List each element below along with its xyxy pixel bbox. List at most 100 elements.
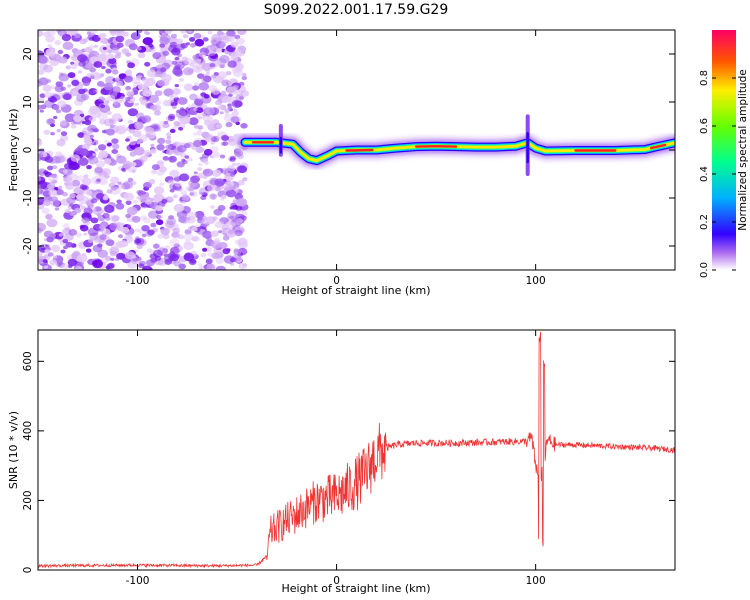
- noise-blob: [237, 165, 248, 174]
- noise-blob: [99, 52, 108, 59]
- spectrogram-ytick-label: -20: [22, 237, 34, 254]
- noise-blob: [120, 226, 130, 234]
- noise-blob: [242, 73, 247, 77]
- noise-blob: [116, 92, 125, 99]
- noise-blob: [79, 113, 85, 118]
- noise-blob: [153, 243, 160, 249]
- noise-blob: [78, 61, 86, 67]
- noise-blob: [203, 75, 212, 83]
- noise-blob: [79, 148, 89, 156]
- noise-blob: [165, 149, 174, 156]
- noise-blob: [211, 169, 222, 177]
- noise-blob: [58, 73, 70, 82]
- noise-blob: [173, 203, 185, 213]
- noise-blob: [87, 156, 99, 165]
- noise-blob: [127, 62, 135, 69]
- noise-blob: [215, 257, 224, 264]
- noise-blob: [234, 49, 245, 57]
- noise-blob: [69, 193, 76, 199]
- noise-blob: [172, 125, 178, 130]
- noise-blob: [105, 265, 111, 270]
- noise-blob: [148, 179, 156, 185]
- noise-blob: [66, 196, 76, 204]
- noise-blob: [155, 100, 162, 105]
- colorbar: 0.0 0.2 0.4 0.6 0.8 Normalized spectral ampl…: [699, 30, 749, 278]
- noise-blob: [220, 134, 229, 141]
- noise-blob: [234, 256, 243, 264]
- noise-blob: [109, 124, 115, 129]
- noise-blob: [38, 69, 45, 75]
- noise-blob: [211, 252, 220, 259]
- noise-blob: [197, 172, 205, 178]
- noise-blob: [127, 119, 133, 124]
- noise-blob: [155, 205, 164, 212]
- noise-blob: [57, 49, 64, 55]
- noise-blob: [171, 60, 178, 65]
- noise-blob: [129, 93, 134, 97]
- noise-blob: [184, 239, 191, 245]
- noise-blob: [192, 85, 200, 91]
- noise-blob: [207, 30, 213, 35]
- noise-blob: [76, 254, 88, 263]
- noise-blob: [127, 108, 139, 117]
- noise-blob: [63, 93, 72, 100]
- noise-blob: [38, 55, 48, 64]
- noise-blob: [201, 62, 212, 71]
- noise-blob: [111, 138, 119, 144]
- noise-blob: [61, 263, 69, 270]
- noise-blob: [50, 132, 55, 136]
- noise-blob: [198, 82, 210, 91]
- spectrogram-ytick-label: 20: [22, 47, 34, 60]
- noise-blob: [136, 141, 141, 145]
- noise-blob: [213, 238, 221, 244]
- noise-blob: [54, 207, 60, 211]
- noise-blob: [47, 252, 54, 257]
- noise-blob: [168, 155, 177, 163]
- colorbar-ticks: 0.0 0.2 0.4 0.6 0.8: [699, 70, 736, 278]
- noise-blob: [113, 100, 119, 105]
- noise-blob: [219, 154, 226, 159]
- noise-blob: [54, 40, 62, 46]
- noise-blob: [194, 210, 205, 219]
- noise-blob: [134, 228, 141, 233]
- noise-blob: [38, 180, 48, 190]
- noise-blob: [43, 170, 49, 175]
- noise-blob: [59, 120, 68, 127]
- noise-blob: [116, 42, 124, 48]
- noise-blob: [207, 252, 214, 257]
- noise-blob: [103, 158, 112, 165]
- noise-blob: [105, 216, 111, 221]
- noise-blob: [100, 257, 109, 264]
- noise-blob: [144, 183, 151, 189]
- spectrogram-xtick-label: 0: [333, 275, 340, 287]
- noise-blob: [203, 94, 210, 99]
- noise-blob: [156, 144, 165, 151]
- noise-blob: [215, 41, 226, 49]
- noise-blob: [234, 100, 243, 108]
- noise-blob: [208, 46, 215, 51]
- noise-blob: [155, 219, 164, 226]
- noise-blob: [193, 82, 199, 86]
- noise-blob: [157, 80, 165, 87]
- noise-blob: [109, 30, 117, 34]
- noise-blob: [154, 90, 163, 97]
- noise-blob: [228, 229, 235, 235]
- noise-blob: [125, 86, 130, 91]
- noise-blob: [164, 258, 172, 265]
- snr-xtick-label: -100: [126, 575, 150, 587]
- noise-blob: [67, 258, 78, 267]
- noise-blob: [221, 96, 231, 104]
- noise-blob: [76, 94, 87, 102]
- noise-blob: [179, 152, 187, 158]
- noise-blob: [227, 106, 233, 110]
- noise-blob: [105, 76, 116, 85]
- snr-panel: -100 0 100 0 200 400 600 Height of straight li…: [7, 329, 676, 595]
- noise-blob: [74, 207, 82, 213]
- noise-blob: [177, 145, 187, 153]
- noise-blob: [136, 189, 143, 195]
- noise-blob: [218, 230, 222, 234]
- noise-blob: [215, 124, 222, 129]
- noise-blob: [84, 138, 93, 145]
- noise-blob: [69, 211, 76, 217]
- noise-blob: [88, 238, 94, 243]
